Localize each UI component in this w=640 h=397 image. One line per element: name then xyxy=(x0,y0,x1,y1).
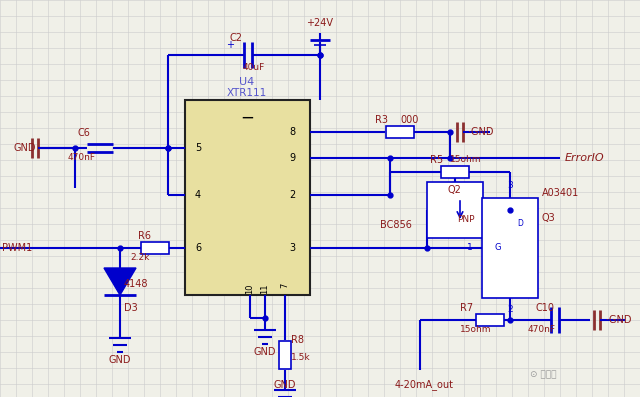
Text: XTR111: XTR111 xyxy=(227,88,267,98)
Text: GND: GND xyxy=(109,355,131,365)
Text: R3: R3 xyxy=(375,115,388,125)
Text: D: D xyxy=(517,218,523,227)
Text: D3: D3 xyxy=(124,303,138,313)
Bar xyxy=(476,314,504,326)
Text: 8: 8 xyxy=(289,127,295,137)
Text: U4: U4 xyxy=(239,77,255,87)
Polygon shape xyxy=(104,268,136,295)
Bar xyxy=(279,341,291,369)
Bar xyxy=(141,242,169,254)
Text: 3: 3 xyxy=(507,181,513,191)
Text: 4-20mA_out: 4-20mA_out xyxy=(395,380,454,391)
Bar xyxy=(185,100,310,295)
Text: 2: 2 xyxy=(289,190,295,200)
Text: 470nF: 470nF xyxy=(68,154,96,162)
Bar xyxy=(386,126,414,138)
Text: 9: 9 xyxy=(289,153,295,163)
Text: A03401: A03401 xyxy=(542,188,579,198)
Text: GND: GND xyxy=(253,347,276,357)
Text: 1.5k: 1.5k xyxy=(291,353,310,362)
Text: 2: 2 xyxy=(507,306,513,314)
Text: 11: 11 xyxy=(260,283,269,293)
Text: 5: 5 xyxy=(195,143,201,153)
Bar xyxy=(427,182,483,238)
Text: R5: R5 xyxy=(430,155,443,165)
Text: Q3: Q3 xyxy=(542,213,556,223)
Text: 4148: 4148 xyxy=(124,279,148,289)
Text: 15ohm: 15ohm xyxy=(460,326,492,335)
Text: PWM1: PWM1 xyxy=(2,243,32,253)
Text: C2: C2 xyxy=(230,33,243,43)
Text: 15ohm: 15ohm xyxy=(450,156,481,164)
Text: C10: C10 xyxy=(535,303,554,313)
Text: 6: 6 xyxy=(195,243,201,253)
Text: ErrorIO: ErrorIO xyxy=(565,153,605,163)
Text: 40uF: 40uF xyxy=(243,64,265,73)
Text: 10: 10 xyxy=(246,283,255,293)
Text: PNP: PNP xyxy=(457,216,474,224)
Text: 2.2k: 2.2k xyxy=(130,254,149,262)
Text: +24V: +24V xyxy=(307,18,333,28)
Text: G: G xyxy=(495,243,501,252)
Text: GND: GND xyxy=(274,380,296,390)
Text: 000: 000 xyxy=(400,115,419,125)
Text: 470nF: 470nF xyxy=(528,326,556,335)
Bar xyxy=(441,166,469,178)
Text: 7: 7 xyxy=(280,283,289,288)
Text: C6: C6 xyxy=(78,128,91,138)
Text: 1: 1 xyxy=(467,243,473,252)
Text: ·GND: ·GND xyxy=(606,315,632,325)
Text: R7: R7 xyxy=(460,303,473,313)
Text: ·GND: ·GND xyxy=(468,127,493,137)
Text: R6: R6 xyxy=(138,231,151,241)
Text: +: + xyxy=(226,40,234,50)
Text: ⊙ 电气圈: ⊙ 电气圈 xyxy=(530,370,557,380)
Text: BC856: BC856 xyxy=(380,220,412,230)
Text: −: − xyxy=(240,109,254,127)
Text: 4: 4 xyxy=(195,190,201,200)
Text: 3: 3 xyxy=(289,243,295,253)
Text: GND: GND xyxy=(13,143,35,153)
Bar xyxy=(482,198,538,298)
Text: Q2: Q2 xyxy=(447,185,461,195)
Text: R8: R8 xyxy=(291,335,304,345)
